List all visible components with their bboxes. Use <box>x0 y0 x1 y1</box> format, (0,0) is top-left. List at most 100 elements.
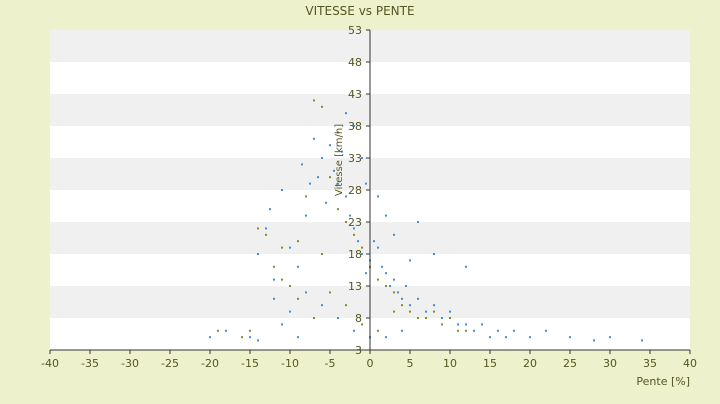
data-point-1 <box>321 253 323 255</box>
data-point-1 <box>449 317 451 319</box>
data-point-1 <box>417 317 419 319</box>
data-point-0 <box>273 297 275 300</box>
data-point-1 <box>465 329 467 332</box>
x-axis-label: Pente [%] <box>636 375 690 388</box>
data-point-0 <box>609 336 611 339</box>
data-point-1 <box>305 195 307 198</box>
data-point-0 <box>433 253 435 255</box>
data-point-0 <box>361 157 363 159</box>
x-tick-label: -10 <box>281 357 299 370</box>
data-point-0 <box>569 336 571 339</box>
data-point-1 <box>265 233 267 236</box>
data-point-0 <box>405 285 407 287</box>
data-point-0 <box>465 265 467 268</box>
data-point-0 <box>257 253 259 255</box>
data-point-0 <box>425 310 427 313</box>
data-point-0 <box>289 310 291 313</box>
data-point-1 <box>273 265 275 268</box>
data-point-1 <box>329 291 331 294</box>
x-tick-label: 40 <box>683 357 697 370</box>
data-point-1 <box>281 246 283 249</box>
data-point-0 <box>297 265 299 268</box>
data-point-0 <box>365 272 367 275</box>
x-tick-label: -20 <box>201 357 219 370</box>
x-tick-label: 5 <box>407 357 414 370</box>
data-point-0 <box>381 265 383 268</box>
data-point-0 <box>473 329 475 332</box>
x-tick-label: 35 <box>643 357 657 370</box>
data-point-0 <box>329 144 331 147</box>
y-tick-label: 23 <box>348 216 362 229</box>
chart-title: VITESSE vs PENTE <box>305 4 414 18</box>
data-point-0 <box>377 246 379 249</box>
data-point-0 <box>289 246 291 249</box>
data-point-1 <box>345 304 347 307</box>
y-tick-label: 28 <box>348 184 362 197</box>
data-point-0 <box>441 317 443 319</box>
y-tick-label: 13 <box>348 280 362 293</box>
x-tick-label: -30 <box>121 357 139 370</box>
data-point-0 <box>409 304 411 307</box>
data-point-0 <box>529 336 531 339</box>
data-point-0 <box>333 169 335 172</box>
data-point-1 <box>433 310 435 313</box>
data-point-0 <box>377 195 379 198</box>
data-point-0 <box>417 297 419 300</box>
data-point-0 <box>385 336 387 339</box>
data-point-0 <box>361 253 363 255</box>
data-point-0 <box>265 227 267 230</box>
y-tick-label: 48 <box>348 56 362 69</box>
data-point-0 <box>365 182 367 185</box>
data-point-0 <box>465 323 467 326</box>
data-point-0 <box>321 157 323 159</box>
data-point-0 <box>357 240 359 243</box>
data-point-0 <box>281 323 283 326</box>
data-point-0 <box>397 291 399 294</box>
x-tick-label: 25 <box>563 357 577 370</box>
data-point-0 <box>385 214 387 217</box>
data-point-0 <box>313 137 315 140</box>
data-point-0 <box>273 278 275 281</box>
x-tick-label: -5 <box>325 357 336 370</box>
data-point-1 <box>337 208 339 211</box>
data-point-0 <box>353 329 355 332</box>
y-tick-label: 43 <box>348 88 362 101</box>
data-point-0 <box>481 323 483 326</box>
data-point-0 <box>409 259 411 262</box>
x-tick-label: -25 <box>161 357 179 370</box>
data-point-1 <box>337 131 339 134</box>
tick-labels: -40 -35 -30 -25 -20 -15 -10 -5 0 5 10 15 20 25 30 35 40 3… <box>41 24 697 370</box>
data-point-0 <box>433 304 435 307</box>
data-point-0 <box>209 336 211 339</box>
data-point-0 <box>393 278 395 281</box>
data-point-1 <box>441 323 443 326</box>
x-tick-label: 0 <box>367 357 374 370</box>
data-point-0 <box>325 201 327 204</box>
data-point-1 <box>401 304 403 307</box>
data-point-1 <box>297 240 299 243</box>
data-point-1 <box>377 329 379 332</box>
data-point-0 <box>337 317 339 319</box>
data-point-0 <box>401 297 403 300</box>
data-point-0 <box>353 227 355 230</box>
data-point-0 <box>269 208 271 211</box>
data-point-1 <box>241 336 243 339</box>
y-tick-label: 18 <box>348 248 362 261</box>
data-point-0 <box>457 323 459 326</box>
data-point-0 <box>301 163 303 166</box>
data-point-0 <box>297 336 299 339</box>
y-tick-label: 8 <box>355 312 362 325</box>
data-point-0 <box>337 182 339 185</box>
data-point-0 <box>305 214 307 217</box>
data-point-0 <box>545 329 547 332</box>
data-point-1 <box>313 317 315 319</box>
y-tick-label: 33 <box>348 152 362 165</box>
data-point-0 <box>505 336 507 339</box>
axes <box>49 29 691 354</box>
data-point-0 <box>309 182 311 185</box>
data-point-0 <box>305 291 307 294</box>
data-point-1 <box>361 323 363 326</box>
data-point-1 <box>329 176 331 179</box>
data-point-0 <box>417 221 419 223</box>
